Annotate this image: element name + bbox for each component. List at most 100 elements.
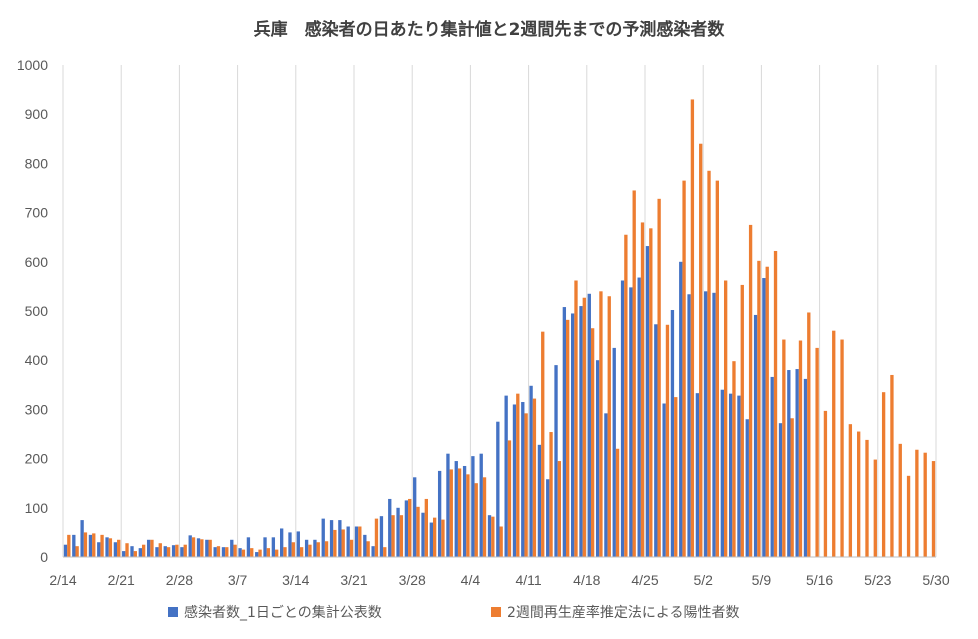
bar-series-1 <box>637 277 641 557</box>
bar-series-2 <box>258 549 262 557</box>
bar-series-1 <box>654 324 658 557</box>
bar-series-2 <box>408 498 412 557</box>
x-tick-label: 4/11 <box>515 572 541 588</box>
bar-series-1 <box>379 516 384 557</box>
bar-series-1 <box>304 539 309 557</box>
bar-series-1 <box>171 545 176 557</box>
bar-series-1 <box>795 369 799 557</box>
bar-series-2 <box>366 541 370 557</box>
bar-series-2 <box>491 516 495 557</box>
bar-series-2 <box>840 339 844 557</box>
bar-series-2 <box>67 534 71 557</box>
bar-series-1 <box>321 518 325 557</box>
bar-series-1 <box>695 393 700 557</box>
x-tick-label: 5/16 <box>806 572 833 588</box>
bar-series-1 <box>803 378 808 557</box>
bar-series-2 <box>690 99 695 557</box>
bar-series-2 <box>541 331 545 557</box>
bar-series-2 <box>341 529 345 557</box>
bar-series-2 <box>100 534 104 557</box>
bar-series-1 <box>787 370 791 557</box>
bar-series-2 <box>807 312 811 557</box>
bar-series-2 <box>557 461 562 557</box>
bar-series-1 <box>388 498 392 557</box>
bar-series-1 <box>512 404 517 557</box>
bar-series-2 <box>499 526 503 557</box>
bar-series-1 <box>354 526 359 557</box>
bar-series-2 <box>482 477 487 557</box>
bar-series-2 <box>166 547 171 557</box>
bar-series-1 <box>113 542 118 557</box>
bar-series-2 <box>607 296 611 557</box>
bar-series-1 <box>728 393 733 557</box>
bar-series-2 <box>723 280 728 557</box>
bar-series-2 <box>516 393 520 557</box>
bar-series-2 <box>125 543 129 557</box>
bar-series-2 <box>416 506 420 557</box>
x-tick-label: 2/14 <box>49 572 76 588</box>
bar-series-2 <box>590 328 595 557</box>
bar-series-1 <box>72 534 76 557</box>
bar-series-2 <box>915 449 919 557</box>
bar-series-2 <box>266 548 271 557</box>
bar-series-2 <box>358 526 362 557</box>
bar-series-1 <box>753 314 758 557</box>
bar-series-1 <box>454 461 458 557</box>
x-tick-label: 5/2 <box>693 572 713 588</box>
legend-label-series-2: 2週間再生産率推定法による陽性者数 <box>507 604 740 621</box>
bar-series-2 <box>117 539 121 557</box>
chart-title: 兵庫 感染者の日あたり集計値と2週間先までの予測感染者数 <box>254 19 726 40</box>
bar-series-2 <box>740 284 744 557</box>
bar-series-2 <box>291 542 295 557</box>
bar-series-1 <box>271 537 276 557</box>
x-tick-label: 3/21 <box>340 572 367 588</box>
bar-series-2 <box>216 546 221 557</box>
bar-series-2 <box>108 538 113 557</box>
bar-series-2 <box>524 413 528 557</box>
legend-swatch-series-2 <box>491 607 501 617</box>
bar-series-2 <box>250 548 254 557</box>
bar-series-2 <box>316 542 320 557</box>
bar-series-2 <box>615 448 620 557</box>
bar-series-2 <box>665 324 670 557</box>
bar-series-1 <box>163 546 167 557</box>
bar-series-2 <box>574 280 578 557</box>
bar-series-2 <box>466 474 470 557</box>
bar-series-1 <box>595 360 600 557</box>
bar-series-2 <box>208 539 212 557</box>
bar-series-2 <box>308 544 312 557</box>
x-tick-label: 2/21 <box>108 572 135 588</box>
bar-series-1 <box>496 421 500 557</box>
bar-series-1 <box>687 294 691 557</box>
bar-series-2 <box>457 468 462 557</box>
bar-series-2 <box>391 515 395 557</box>
bar-series-1 <box>196 538 201 557</box>
x-tick-label: 4/4 <box>461 572 481 588</box>
bar-series-1 <box>579 306 583 557</box>
bar-series-2 <box>133 551 137 557</box>
bar-series-1 <box>413 477 417 557</box>
bar-series-1 <box>338 520 342 557</box>
bar-series-2 <box>299 547 304 557</box>
bar-series-2 <box>798 340 803 557</box>
bar-series-2 <box>150 539 154 557</box>
bar-series-2 <box>848 424 853 557</box>
bar-series-2 <box>890 374 894 557</box>
bar-series-2 <box>92 533 96 557</box>
bar-series-1 <box>404 500 409 557</box>
bar-series-2 <box>832 330 836 557</box>
bar-series-2 <box>773 250 778 558</box>
bar-series-2 <box>191 537 196 557</box>
bar-series-2 <box>732 361 736 557</box>
bar-series-1 <box>562 307 567 557</box>
bar-series-2 <box>374 518 379 557</box>
y-tick-label: 200 <box>25 451 49 467</box>
bar-series-1 <box>230 539 234 557</box>
bar-series-1 <box>429 522 433 557</box>
bar-series-2 <box>399 515 404 557</box>
bar-series-1 <box>122 551 126 557</box>
bar-series-2 <box>449 469 453 557</box>
bar-series-1 <box>263 537 267 557</box>
